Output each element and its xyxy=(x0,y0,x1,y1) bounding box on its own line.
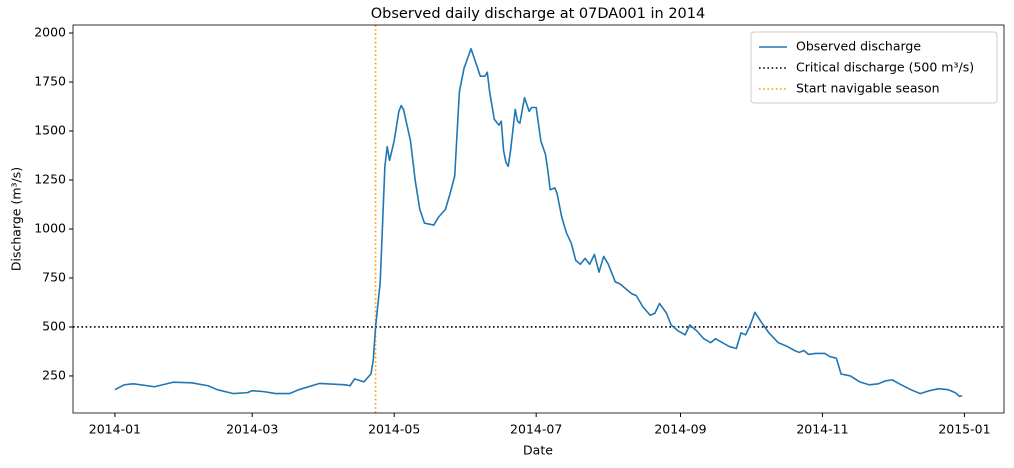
x-tick-label: 2014-09 xyxy=(654,422,706,437)
x-tick-label: 2015-01 xyxy=(938,422,990,437)
x-tick-label: 2014-03 xyxy=(226,422,278,437)
y-tick-label: 1500 xyxy=(34,123,66,138)
x-tick-label: 2014-01 xyxy=(89,422,141,437)
y-tick-label: 2000 xyxy=(34,25,66,40)
y-tick-label: 250 xyxy=(42,367,66,382)
legend-label: Observed discharge xyxy=(796,39,921,54)
y-axis-label: Discharge (m³/s) xyxy=(9,167,24,271)
y-tick-label: 1000 xyxy=(34,220,66,235)
y-tick-label: 1750 xyxy=(34,74,66,89)
legend: Observed discharge Critical discharge (50… xyxy=(750,31,998,104)
y-tick-label: 750 xyxy=(42,269,66,284)
data-line xyxy=(114,47,963,398)
chart-title: Observed daily discharge at 07DA001 in 2… xyxy=(371,6,705,22)
x-tick-label: 2014-07 xyxy=(510,422,562,437)
y-tick-label: 500 xyxy=(42,318,66,333)
legend-label: Critical discharge (500 m³/s) xyxy=(796,60,974,75)
legend-label: Start navigable season xyxy=(796,81,940,96)
legend-box xyxy=(750,31,998,104)
y-tick-label: 1250 xyxy=(34,172,66,187)
x-axis-label: Date xyxy=(523,443,553,458)
plot-frame xyxy=(72,24,1005,414)
x-tick-label: 2014-11 xyxy=(796,422,848,437)
x-tick-label: 2014-05 xyxy=(368,422,420,437)
